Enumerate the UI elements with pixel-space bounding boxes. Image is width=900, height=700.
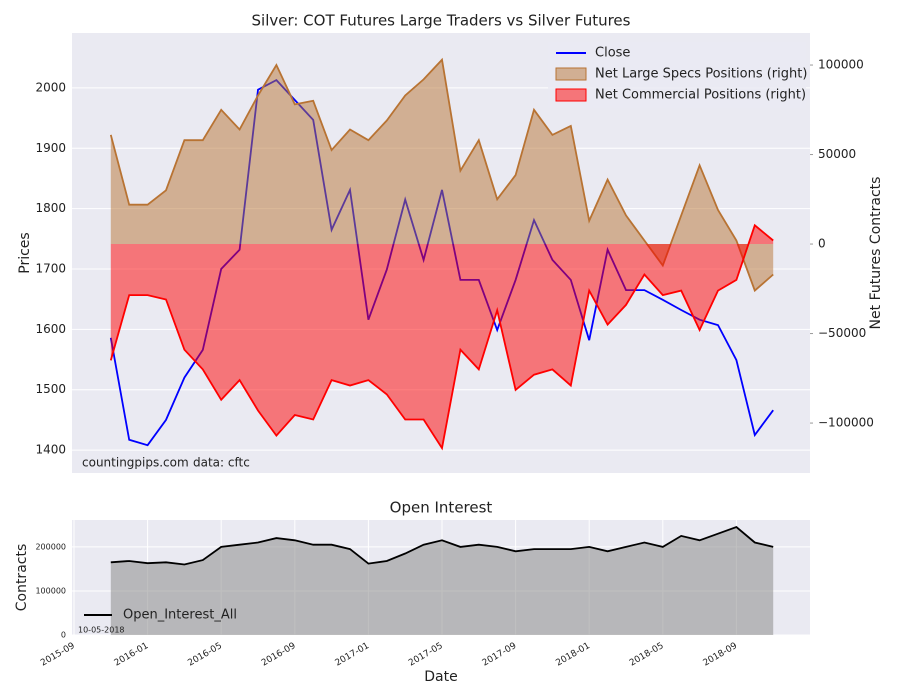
y-axis-label: Prices [17,232,33,273]
series-line [109,223,774,451]
y-tick-label: 1500 [35,382,66,396]
y-tick-label: 1700 [35,261,66,275]
legend-label: Net Commercial Positions (right) [595,88,806,103]
annotation: data: cftc [193,456,250,470]
y2-tick-label: −50000 [818,326,866,340]
y-tick-label: 100000 [35,586,66,595]
x-tick-label: 2018-09 [702,641,740,669]
legend-label: Net Large Specs Positions (right) [595,67,807,82]
x-axis-label: Date [424,669,457,685]
y-tick-label: 1800 [35,201,66,215]
legend-box [548,42,806,108]
x-tick-label: 2015-09 [39,641,77,669]
x-tick-label: 2017-05 [407,641,445,668]
area-fill [110,527,774,635]
y-tick-label: 1400 [35,443,66,457]
x-tick-label: 2017-01 [334,641,372,668]
y-tick-label: 200000 [35,542,66,551]
x-tick-label: 2016-01 [113,641,151,668]
y-tick-label: 2000 [35,80,66,94]
legend-label: Close [595,46,630,61]
y2-tick-label: 100000 [818,58,864,72]
series-group [110,525,774,635]
y-tick-label: 1600 [35,322,66,336]
y-axis-label: Contracts [14,544,30,612]
legend-swatch [555,67,587,81]
area-fill [110,59,774,291]
annotation: countingpips.com [82,456,189,470]
y2-tick-label: 0 [818,237,826,251]
series-line [110,525,774,566]
y2-tick-label: −100000 [818,416,874,430]
y2-tick-label: 50000 [818,147,856,161]
x-tick-label: 2018-01 [554,641,592,668]
y-tick-label: 0 [61,631,66,640]
y2-axis-label: Net Futures Contracts [868,177,884,330]
series-group [109,57,774,451]
x-tick-label: 2017-09 [481,641,519,669]
legend-label: Open_Interest_All [123,608,237,623]
x-tick-label: 2018-05 [628,641,666,668]
legend-swatch [555,88,587,102]
x-tick-label: 2016-05 [186,641,224,668]
annotation: 10-05-2018 [78,626,125,635]
chart-title: Silver: COT Futures Large Traders vs Sil… [252,12,631,30]
x-tick-label: 2016-09 [260,641,298,669]
chart-title: Open Interest [390,499,493,517]
area-fill [110,225,774,449]
y-tick-label: 1900 [35,141,66,155]
